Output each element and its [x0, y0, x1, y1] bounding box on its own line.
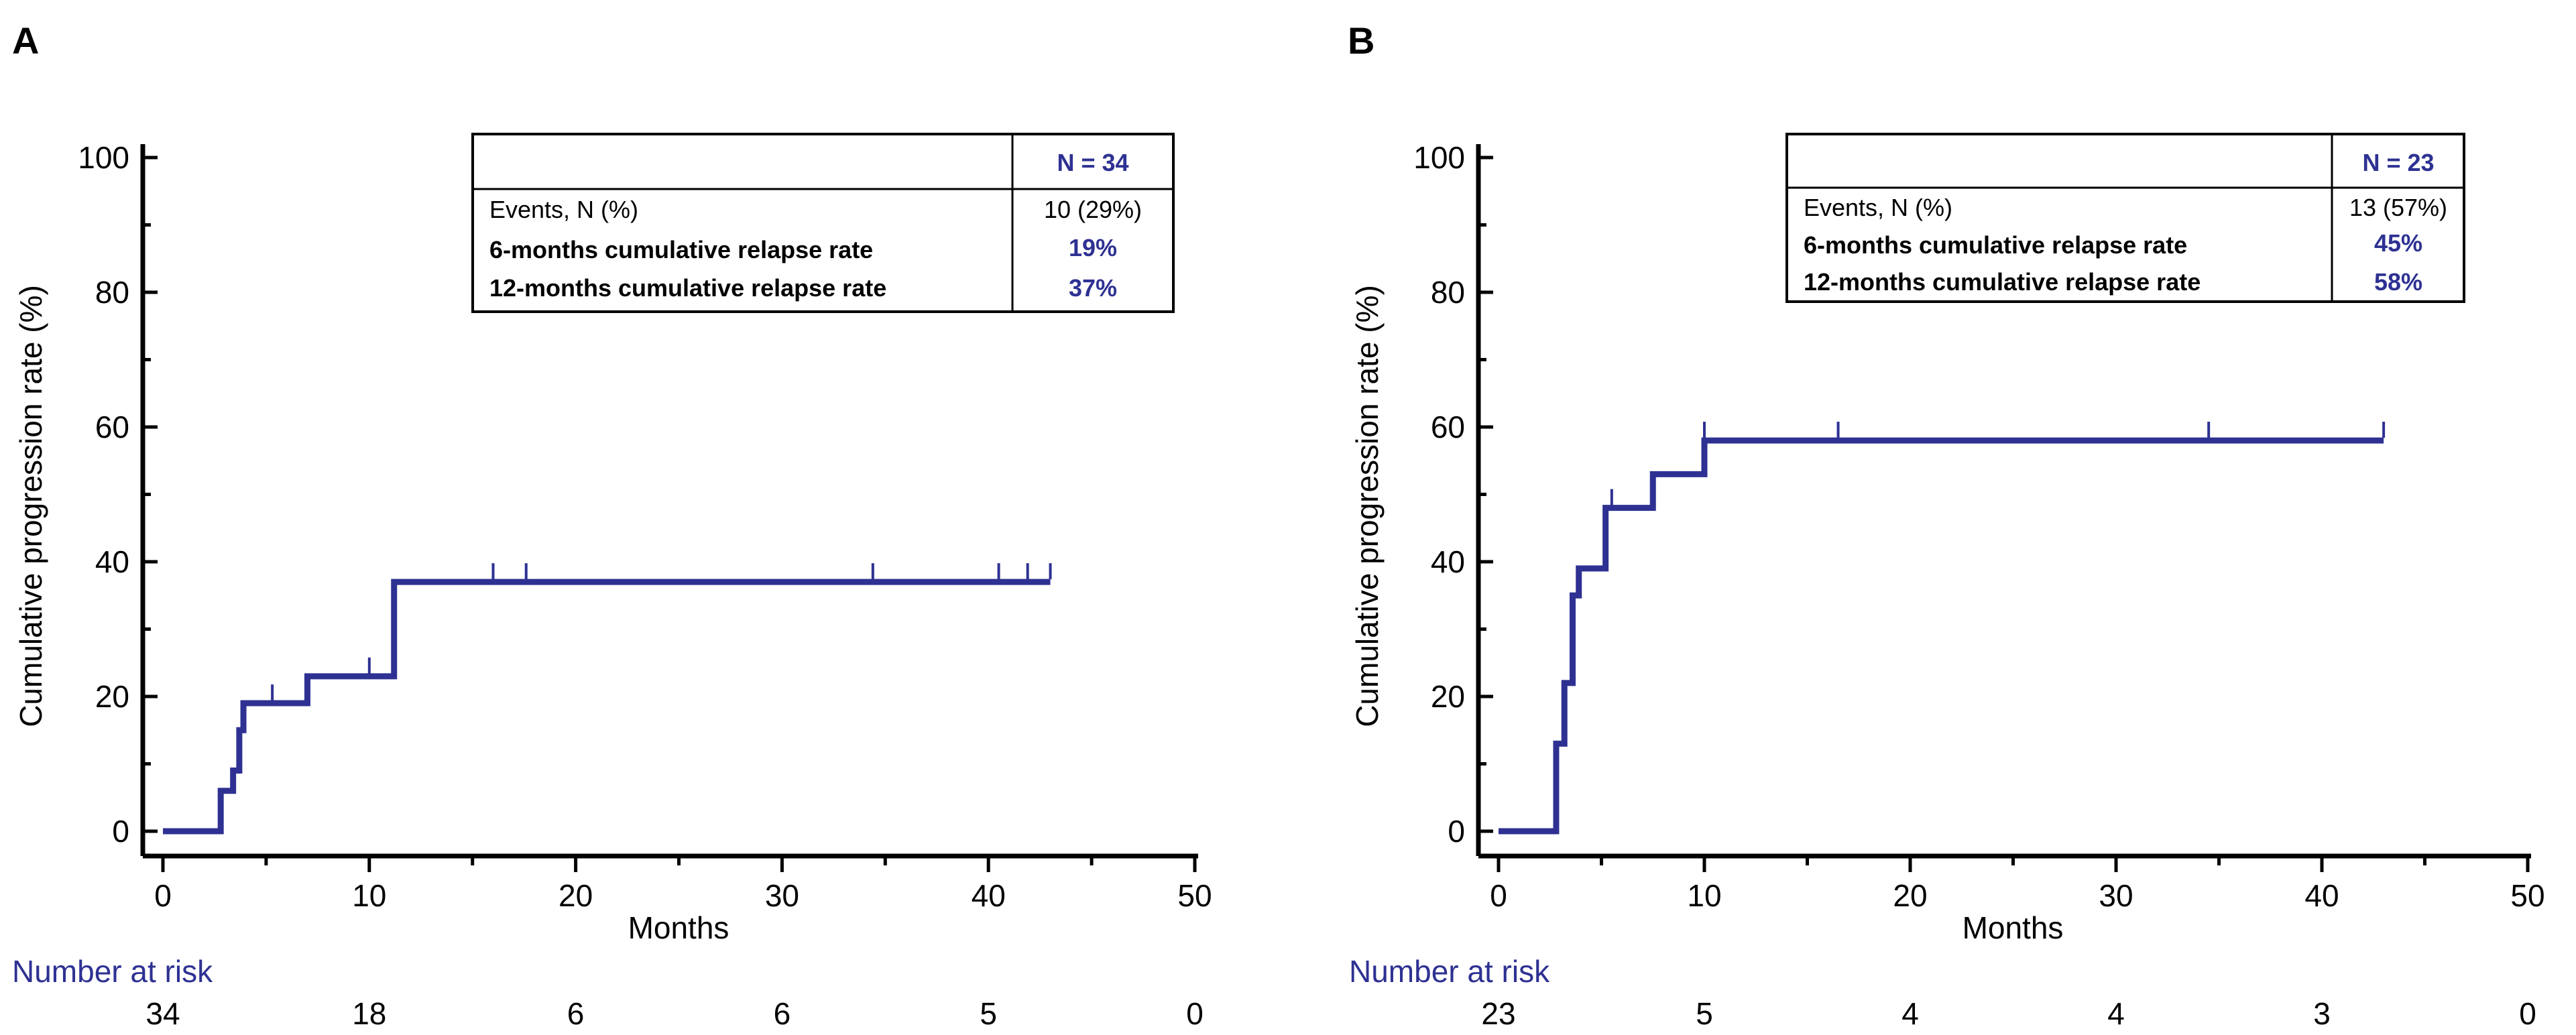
- summary-row-value: 45%: [2374, 229, 2422, 257]
- summary-row-value: 10 (29%): [1044, 196, 1142, 223]
- summary-row-value: 58%: [2374, 268, 2422, 296]
- axes: 0 20 40 60 80 100 0 10 20 30 40 50: [1413, 140, 2544, 913]
- x-tick-label: 50: [1177, 878, 1212, 913]
- y-tick-label: 100: [78, 140, 129, 175]
- risk-value: 23: [1481, 996, 1515, 1031]
- x-tick-label: 30: [2099, 878, 2133, 913]
- x-tick-label: 40: [972, 878, 1006, 913]
- panel-b: B Cumulative progression rate (%) Months…: [1348, 19, 2545, 1031]
- panel-a: A Cumulative progression rate (%) Months…: [12, 19, 1212, 1031]
- y-axis-title: Cumulative progression rate (%): [13, 285, 48, 727]
- y-axis-title: Cumulative progression rate (%): [1350, 285, 1385, 727]
- summary-header: N = 23: [2362, 149, 2434, 176]
- risk-value: 34: [145, 996, 180, 1031]
- x-tick-label: 20: [559, 878, 593, 913]
- summary-row-label: 6-months cumulative relapse rate: [1804, 231, 2187, 259]
- risk-value: 6: [774, 996, 791, 1031]
- x-tick-label: 40: [2304, 878, 2339, 913]
- summary-row-label: 12-months cumulative relapse rate: [1804, 268, 2201, 296]
- risk-value: 3: [2313, 996, 2331, 1031]
- risk-value: 0: [2519, 996, 2536, 1031]
- y-tick-label: 40: [1431, 544, 1465, 579]
- summary-table: N = 34 Events, N (%) 10 (29%) 6-months c…: [471, 133, 1175, 313]
- step-curve-line: [163, 579, 1051, 835]
- y-tick-label: 60: [95, 410, 129, 444]
- summary-row-label: 6-months cumulative relapse rate: [489, 236, 873, 263]
- y-tick-label: 20: [95, 679, 129, 714]
- summary-row-value: 13 (57%): [2349, 194, 2447, 221]
- risk-value: 5: [980, 996, 997, 1031]
- summary-row-value: 37%: [1069, 274, 1117, 302]
- risk-table: 23 5 4 4 3 0: [1481, 996, 2536, 1031]
- summary-row-label: Events, N (%): [1804, 194, 1952, 221]
- risk-value: 6: [567, 996, 585, 1031]
- plot-area: [1499, 422, 2386, 835]
- risk-table: 34 18 6 6 5 0: [145, 996, 1203, 1031]
- y-tick-label: 0: [1448, 814, 1465, 849]
- summary-row-label: 12-months cumulative relapse rate: [489, 274, 886, 302]
- x-tick-label: 10: [352, 878, 386, 913]
- x-axis-title: Months: [628, 910, 729, 945]
- risk-value: 18: [352, 996, 386, 1031]
- plot-area: [163, 563, 1052, 835]
- risk-value: 5: [1696, 996, 1713, 1031]
- risk-value: 4: [1901, 996, 1919, 1031]
- axes: 0 20 40 60 80 100 0 10 20 30 40 50: [78, 140, 1212, 913]
- x-tick-label: 0: [154, 878, 172, 913]
- step-curve-line: [1499, 437, 2384, 835]
- summary-table-border: [1785, 133, 2465, 303]
- x-tick-label: 20: [1893, 878, 1927, 913]
- summary-row-label: Events, N (%): [489, 196, 638, 223]
- y-tick-label: 20: [1431, 679, 1465, 714]
- y-tick-label: 80: [1431, 275, 1465, 310]
- y-tick-label: 0: [112, 814, 129, 849]
- summary-table-border: [471, 133, 1175, 313]
- risk-value: 4: [2107, 996, 2125, 1031]
- risk-value: 0: [1186, 996, 1204, 1031]
- panel-letter: B: [1348, 19, 1374, 62]
- x-tick-label: 10: [1687, 878, 1721, 913]
- y-tick-label: 80: [95, 275, 129, 310]
- x-tick-label: 0: [1490, 878, 1507, 913]
- risk-table-title: Number at risk: [12, 954, 213, 989]
- x-tick-label: 30: [765, 878, 799, 913]
- y-tick-label: 100: [1413, 140, 1465, 175]
- y-tick-label: 60: [1431, 410, 1465, 444]
- x-axis-title: Months: [1963, 910, 2064, 945]
- y-tick-label: 40: [95, 544, 129, 579]
- summary-header: N = 34: [1057, 149, 1128, 176]
- panel-letter: A: [12, 19, 39, 62]
- x-tick-label: 50: [2510, 878, 2544, 913]
- summary-row-value: 19%: [1069, 234, 1117, 261]
- summary-table: N = 23 Events, N (%) 13 (57%) 6-months c…: [1785, 133, 2465, 303]
- risk-table-title: Number at risk: [1349, 954, 1550, 989]
